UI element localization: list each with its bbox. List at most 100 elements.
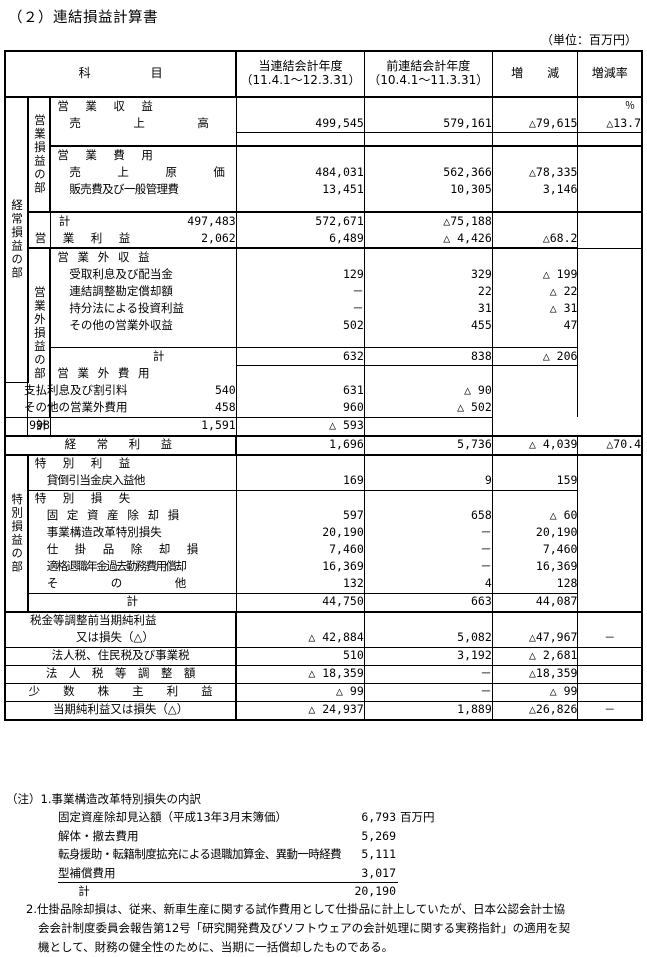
value-rate xyxy=(577,247,643,266)
table-row: 営 業 費 用 xyxy=(5,145,643,164)
value-previous: 658 xyxy=(363,507,493,525)
item-label: 連結調整勘定償却額 xyxy=(49,283,237,300)
spacer-rate xyxy=(577,132,643,147)
value-current: △ 18,359 xyxy=(235,664,365,684)
note-1-item-amount: 6,793 xyxy=(361,810,396,825)
note-2: 2.仕掛品除却損は、従来、新車生産に関する試作費用として仕掛品に計上していたが、… xyxy=(6,900,646,957)
value-current: － xyxy=(235,283,365,300)
item-label-2: 又は損失（△） xyxy=(4,629,238,648)
value-diff: △ 502 xyxy=(363,399,493,418)
value-diff: △ 206 xyxy=(491,347,579,366)
table-row: 営業外損益の部 営 業 外 収 益 xyxy=(5,247,643,418)
spacer-rate xyxy=(577,198,643,213)
value-diff xyxy=(491,454,579,473)
item-label: 法 人 税 等 調 整 額 xyxy=(4,664,238,684)
spacer-rate xyxy=(577,334,643,348)
value-current: 499,545 xyxy=(235,115,365,133)
header-item: 科 目 xyxy=(4,50,238,98)
table-row: 適格退職年金過去勤務費用償却 16,369 － 16,369 xyxy=(5,558,642,576)
table-row-spacer xyxy=(5,334,643,348)
table-row: 経常損益の部 営業損益の部 営 業 収 益 ％ xyxy=(4,96,643,383)
table-row: 連結調整勘定償却額 － 22 △ 22 xyxy=(5,283,643,300)
value-diff-blank xyxy=(491,610,579,630)
value-current: 540 xyxy=(49,382,237,400)
value-rate xyxy=(577,283,643,300)
value-current xyxy=(235,364,365,382)
value-previous: 1,591 xyxy=(49,416,237,437)
value-diff: 128 xyxy=(491,575,579,594)
note-1-item-unit: 百万円 xyxy=(400,810,435,825)
item-label: 持分法による投資利益 xyxy=(49,300,237,317)
value-previous: － xyxy=(363,524,493,542)
item-label: 売 上 原 価 xyxy=(49,164,237,181)
value-diff: 16,369 xyxy=(491,558,579,576)
value-current: 510 xyxy=(235,646,365,666)
value-rate: △13.7 xyxy=(577,115,643,133)
value-diff xyxy=(491,247,579,266)
note-1-total-rule xyxy=(58,881,398,883)
value-diff: △ 2,681 xyxy=(491,646,579,666)
value-previous: － xyxy=(363,682,493,702)
value-diff: 3,146 xyxy=(491,181,579,198)
table-row: 法人税、住民税及び事業税 510 3,192 △ 2,681 xyxy=(4,646,643,666)
note-1-item-label: 型補償費用 xyxy=(58,865,116,880)
value-diff: △ 22 xyxy=(491,283,579,300)
table-row-ordinary-profit: 経 常 利 益 1,696 5,736 △ 4,039 △70.4 xyxy=(4,434,643,456)
value-previous xyxy=(363,454,493,473)
table-row: そ の 他 132 4 128 xyxy=(5,575,642,594)
spacer-previous xyxy=(363,198,493,213)
value-diff: △79,615 xyxy=(491,115,579,133)
value-previous xyxy=(363,364,493,382)
value-previous: 572,671 xyxy=(235,211,365,230)
value-current: 632 xyxy=(235,347,365,366)
value-previous: 329 xyxy=(363,266,493,283)
item-label: 特 別 利 益 xyxy=(27,454,237,473)
value-diff: 159 xyxy=(491,472,579,491)
value-current: 7,460 xyxy=(235,541,365,559)
value-current: 998 xyxy=(27,416,51,437)
item-label-total: 計 xyxy=(49,347,237,365)
note-1-item-label: 解体・撤去費用 xyxy=(58,828,139,843)
value-current: △ 99 xyxy=(235,682,365,702)
value-previous: 1,889 xyxy=(363,700,493,721)
value-rate xyxy=(491,399,579,417)
value-current: 132 xyxy=(235,575,365,594)
spacer-item xyxy=(49,198,237,213)
value-previous: 960 xyxy=(235,399,365,418)
item-label: 貸倒引当金戻入益他 xyxy=(27,472,237,491)
item-label: 事業構造改革特別損失 xyxy=(27,524,237,542)
value-rate xyxy=(491,211,579,230)
item-label: 営 業 収 益 xyxy=(49,96,237,115)
item-label-total: 計 xyxy=(4,416,48,437)
value-rate: △68.2 xyxy=(491,230,579,249)
value-rate-blank xyxy=(577,610,643,630)
value-rate xyxy=(577,164,643,181)
value-current: 16,369 xyxy=(235,558,365,576)
value-previous xyxy=(363,489,493,508)
table-row-spacer xyxy=(5,198,643,213)
value-previous: － xyxy=(363,664,493,684)
note-1-total-label: 計 xyxy=(78,883,90,898)
note-1-total-amount: 20,190 xyxy=(354,883,396,898)
item-label: 販売費及び一般管理費 xyxy=(49,181,237,198)
table-row: 売 上 高 499,545 579,161 △79,615 △13.7 xyxy=(5,115,643,133)
spacer-current xyxy=(235,132,365,147)
value-diff: 44,087 xyxy=(491,592,579,613)
item-label: 固 定 資 産 除 却 損 xyxy=(27,507,237,525)
value-current: 20,190 xyxy=(235,524,365,542)
header-previous-year: 前連結会計年度 （10.4.1～11.3.31） xyxy=(363,50,493,98)
item-label-total: 計 xyxy=(27,211,70,230)
value-previous: 6,489 xyxy=(235,230,365,249)
value-diff: △47,967 xyxy=(491,629,579,648)
spacer-previous xyxy=(363,132,493,147)
value-current: 502 xyxy=(235,317,365,334)
value-current xyxy=(235,247,365,266)
value-rate xyxy=(577,300,643,317)
table-row: 固 定 資 産 除 却 損 597 658 △ 60 xyxy=(5,507,642,525)
note-1-item-amount: 5,111 xyxy=(361,847,396,862)
note-1-item: 固定資産除却見込額（平成13年3月末簿価） 6,793 百万円 xyxy=(6,808,646,826)
value-diff: △ 4,039 xyxy=(491,434,579,456)
value-previous: － xyxy=(363,541,493,559)
value-previous xyxy=(363,96,493,115)
value-diff: △75,188 xyxy=(363,211,493,230)
